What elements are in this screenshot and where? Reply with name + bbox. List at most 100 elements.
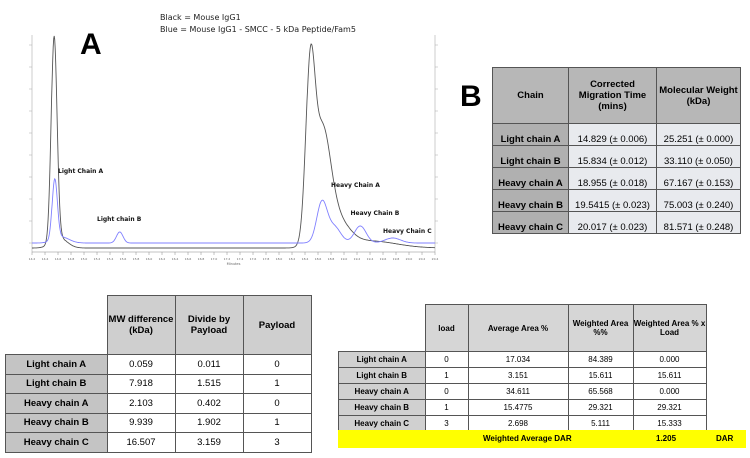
cell: 1.515 bbox=[174, 373, 244, 394]
table-row: Heavy chain C 20.017 (± 0.023) 81.571 (± 0… bbox=[492, 211, 741, 234]
x-tick-label: 14.2 bbox=[29, 257, 36, 261]
x-tick-label: 20.0 bbox=[406, 257, 413, 261]
x-tick-label: 16.6 bbox=[185, 257, 192, 261]
x-tick-label: 16.2 bbox=[159, 257, 166, 261]
dar-value: 1.205 bbox=[656, 434, 677, 443]
cell: 33.110 (± 0.050) bbox=[656, 145, 741, 168]
cell: 0 bbox=[242, 354, 312, 375]
cell: 1 bbox=[424, 399, 469, 416]
row-label: Heavy chain B bbox=[5, 412, 108, 433]
table-row: Heavy chain B 19.5415 (± 0.023) 75.003 (± … bbox=[492, 189, 741, 212]
peak-annotation: Light chain B bbox=[97, 216, 142, 223]
row-label: Light chain B bbox=[5, 373, 108, 394]
x-tick-label: 17.6 bbox=[250, 257, 257, 261]
cell: 20.017 (± 0.023) bbox=[568, 211, 657, 234]
x-tick-label: 20.2 bbox=[419, 257, 426, 261]
x-axis-label: Minutes bbox=[227, 262, 241, 265]
x-tick-label: 14.6 bbox=[55, 257, 62, 261]
cell: 0 bbox=[424, 383, 469, 400]
x-tick-label: 18.6 bbox=[315, 257, 322, 261]
row-label: Light chain A bbox=[492, 123, 569, 146]
cell: 3 bbox=[242, 432, 312, 453]
table-row: Light chain B 1 3.151 15.611 15.611 bbox=[338, 367, 707, 384]
table-row: Heavy chain C 16.507 3.159 3 bbox=[5, 432, 312, 453]
x-tick-label: 15.8 bbox=[133, 257, 140, 261]
panel-label-a: A bbox=[80, 28, 102, 61]
peak-annotation: Heavy Chain A bbox=[331, 182, 380, 189]
table-row: Light chain B 7.918 1.515 1 bbox=[5, 373, 312, 394]
table-row: Light chain A 14.829 (± 0.006) 25.251 (± 0… bbox=[492, 123, 741, 146]
cell: 75.003 (± 0.240) bbox=[656, 189, 741, 212]
cell: 1.902 bbox=[174, 412, 244, 433]
row-label: Heavy chain C bbox=[338, 415, 426, 432]
row-label: Heavy chain A bbox=[492, 167, 569, 190]
x-tick-label: 18.8 bbox=[328, 257, 335, 261]
header-load: load bbox=[424, 304, 469, 352]
x-tick-label: 15.6 bbox=[120, 257, 127, 261]
series-line-0 bbox=[32, 35, 435, 249]
row-label: Heavy chain C bbox=[492, 211, 569, 234]
cell: 65.568 bbox=[567, 383, 634, 400]
table-row: Heavy chain A 0 34.611 65.568 0.000 bbox=[338, 383, 707, 400]
table-row: Heavy chain B 9.939 1.902 1 bbox=[5, 412, 312, 433]
cell: 14.829 (± 0.006) bbox=[568, 123, 657, 146]
peak-annotation: Heavy Chain B bbox=[351, 210, 400, 217]
header-weighted-area: Weighted Area %% bbox=[567, 304, 634, 352]
table-dar: load Average Area % Weighted Area %% Wei… bbox=[338, 304, 707, 432]
cell: 3 bbox=[424, 415, 469, 432]
table-migration-mw: Chain Corrected Migration Time (mins) Mo… bbox=[492, 67, 741, 234]
table-payload: MW difference (kDa) Divide by Payload Pa… bbox=[5, 295, 312, 453]
x-tick-label: 17.2 bbox=[224, 257, 231, 261]
x-tick-label: 20.4 bbox=[432, 257, 439, 261]
x-tick-label: 19.8 bbox=[393, 257, 400, 261]
table-row: Light chain A 0.059 0.011 0 bbox=[5, 354, 312, 375]
x-tick-label: 14.8 bbox=[68, 257, 75, 261]
x-tick-label: 18.0 bbox=[276, 257, 283, 261]
table-header-row: Chain Corrected Migration Time (mins) Mo… bbox=[492, 67, 741, 124]
peak-annotation: Heavy Chain C bbox=[383, 228, 432, 235]
header-payload: Payload bbox=[242, 295, 312, 355]
cell: 1 bbox=[242, 412, 312, 433]
table-row: Heavy chain C 3 2.698 5.111 15.333 bbox=[338, 415, 707, 432]
x-tick-label: 18.2 bbox=[289, 257, 296, 261]
cell: 29.321 bbox=[632, 399, 707, 416]
cell: 3.151 bbox=[467, 367, 569, 384]
table-row: Heavy chain A 2.103 0.402 0 bbox=[5, 393, 312, 414]
table-row: Heavy chain B 1 15.4775 29.321 29.321 bbox=[338, 399, 707, 416]
weighted-average-dar-row: Weighted Average DAR 1.205 DAR bbox=[338, 430, 746, 448]
cell: 3.159 bbox=[174, 432, 244, 453]
x-tick-label: 16.8 bbox=[198, 257, 205, 261]
table-header-row: MW difference (kDa) Divide by Payload Pa… bbox=[5, 295, 312, 355]
legend-black: Black = Mouse IgG1 bbox=[160, 13, 241, 22]
cell: 18.955 (± 0.018) bbox=[568, 167, 657, 190]
dar-label: Weighted Average DAR bbox=[483, 434, 572, 443]
x-tick-label: 16.4 bbox=[172, 257, 179, 261]
x-tick-label: 17.0 bbox=[211, 257, 218, 261]
table-header-row: load Average Area % Weighted Area %% Wei… bbox=[338, 304, 707, 352]
header-blank bbox=[338, 304, 425, 352]
cell: 0.000 bbox=[632, 351, 707, 368]
cell: 2.698 bbox=[467, 415, 569, 432]
dar-unit: DAR bbox=[716, 434, 734, 443]
row-label: Heavy chain B bbox=[492, 189, 569, 212]
cell: 15.4775 bbox=[467, 399, 569, 416]
x-tick-label: 15.2 bbox=[94, 257, 101, 261]
cell: 9.939 bbox=[106, 412, 176, 433]
cell: 0.011 bbox=[174, 354, 244, 375]
row-label: Light chain A bbox=[338, 351, 426, 368]
table-row: Heavy chain A 18.955 (± 0.018) 67.167 (± 0… bbox=[492, 167, 741, 190]
cell: 2.103 bbox=[106, 393, 176, 414]
header-mw-difference: MW difference (kDa) bbox=[106, 295, 176, 355]
header-average-area: Average Area % bbox=[467, 304, 569, 352]
x-tick-label: 15.0 bbox=[81, 257, 88, 261]
x-tick-label: 14.4 bbox=[42, 257, 49, 261]
panel-label-b: B bbox=[460, 80, 482, 113]
cell: 0.059 bbox=[106, 354, 176, 375]
cell: 17.034 bbox=[467, 351, 569, 368]
cell: 25.251 (± 0.000) bbox=[656, 123, 741, 146]
header-blank bbox=[5, 295, 107, 355]
row-label: Heavy chain A bbox=[338, 383, 426, 400]
x-tick-label: 17.8 bbox=[263, 257, 270, 261]
cell: 7.918 bbox=[106, 373, 176, 394]
cell: 81.571 (± 0.248) bbox=[656, 211, 741, 234]
